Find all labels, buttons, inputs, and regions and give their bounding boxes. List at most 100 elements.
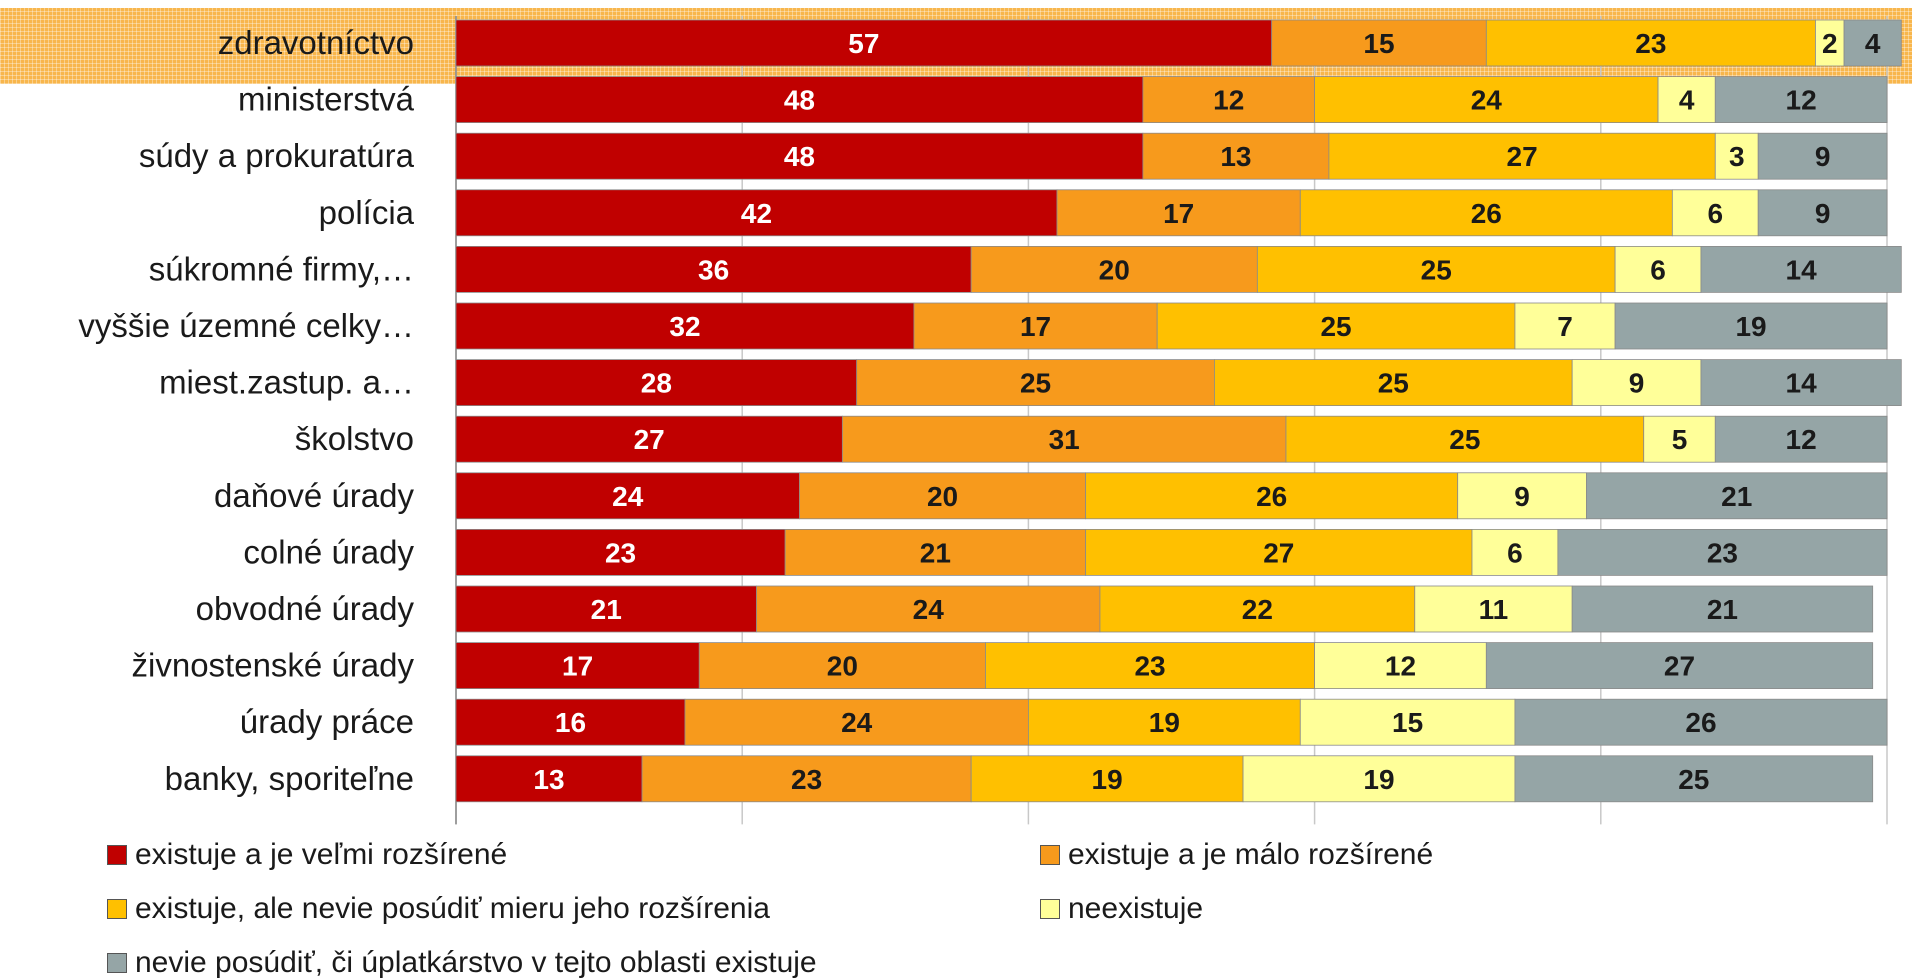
bar-segment [455, 415, 843, 463]
bar-segment [1485, 19, 1816, 67]
data-label: 24 [612, 481, 644, 512]
data-label: 23 [605, 537, 636, 568]
data-label: 24 [841, 707, 873, 738]
data-label: 25 [1020, 368, 1051, 399]
data-label: 6 [1707, 198, 1723, 229]
data-label: 5 [1672, 424, 1688, 455]
bar-segment [970, 245, 1258, 293]
data-label: 12 [1786, 424, 1817, 455]
category-label: živnostenské úrady [132, 647, 415, 684]
category-label: úrady práce [240, 703, 414, 740]
data-label: 14 [1786, 254, 1818, 285]
bar-segment [1557, 529, 1888, 576]
bar-segment [1843, 19, 1902, 67]
category-label: vyššie územné celky… [78, 307, 414, 344]
bar-segment [455, 359, 858, 407]
bar-segment [1643, 415, 1716, 463]
category-label: školstvo [295, 420, 414, 457]
category-label: súkromné firmy,… [149, 250, 414, 287]
data-label: 9 [1514, 481, 1530, 512]
bar-segment [1485, 642, 1874, 689]
data-label: 28 [641, 368, 672, 399]
data-label: 42 [741, 198, 772, 229]
category-label: miest.zastup. a… [159, 364, 414, 401]
bar-segment [641, 755, 972, 803]
bar-segment [1142, 132, 1330, 180]
data-label: 24 [1471, 85, 1503, 116]
bar-segment [1142, 76, 1316, 123]
data-label: 24 [913, 594, 945, 625]
data-label: 15 [1392, 707, 1423, 738]
category-label: daňové úrady [214, 477, 414, 514]
data-label: 19 [1363, 764, 1394, 795]
bar-segment [1757, 189, 1888, 237]
bar-segment [970, 755, 1244, 803]
bar-segment [1714, 76, 1888, 123]
data-label: 23 [1635, 28, 1666, 59]
data-label: 20 [927, 481, 958, 512]
bar-segment [1028, 698, 1301, 746]
data-label: 20 [1099, 254, 1130, 285]
data-label: 13 [533, 764, 564, 795]
bar-segment [1299, 698, 1516, 746]
bar-segment [1242, 755, 1516, 803]
data-label: 23 [1134, 651, 1165, 682]
data-label: 9 [1815, 198, 1831, 229]
bar-segment [756, 585, 1101, 633]
data-label: 27 [634, 424, 665, 455]
data-label: 27 [1664, 651, 1695, 682]
bar-segment [784, 529, 1087, 576]
bar-segment [1815, 19, 1845, 67]
bar-segment [1714, 132, 1759, 180]
data-label: 19 [1092, 764, 1123, 795]
data-label: 2 [1822, 28, 1838, 59]
data-label: 23 [1707, 537, 1738, 568]
data-label: 25 [1320, 311, 1351, 342]
data-label: 25 [1678, 764, 1709, 795]
data-label: 4 [1679, 85, 1695, 116]
data-label: 19 [1149, 707, 1180, 738]
data-label: 48 [784, 141, 815, 172]
data-label: 31 [1049, 424, 1080, 455]
bar-segment [1299, 189, 1673, 237]
data-label: 57 [848, 28, 879, 59]
data-label: 12 [1786, 85, 1817, 116]
bar-segment [1671, 189, 1759, 237]
data-label: 14 [1786, 368, 1818, 399]
data-label: 6 [1507, 537, 1523, 568]
data-label: 12 [1385, 651, 1416, 682]
bar-segment [1614, 245, 1702, 293]
data-label: 48 [784, 85, 815, 116]
bar-segment [985, 642, 1315, 689]
data-label: 23 [791, 764, 822, 795]
bar-segment [455, 642, 700, 689]
bar-segment [455, 698, 686, 746]
data-label: 26 [1685, 707, 1716, 738]
data-label: 36 [698, 254, 729, 285]
bar-segment [455, 755, 643, 803]
bar-segment [1571, 585, 1874, 633]
data-label: 12 [1213, 85, 1244, 116]
bar-segment [1085, 472, 1459, 520]
category-label: ministerstvá [238, 81, 415, 118]
bar-segment [1714, 415, 1888, 463]
data-label: 27 [1507, 141, 1538, 172]
bar-segment [1056, 189, 1301, 237]
data-label: 22 [1242, 594, 1273, 625]
bar-segment [841, 415, 1287, 463]
data-label: 13 [1220, 141, 1251, 172]
data-label: 21 [920, 537, 951, 568]
data-label: 25 [1421, 254, 1452, 285]
bar-segment [455, 19, 1273, 67]
bar-segment [1571, 359, 1702, 407]
bar-segment [1099, 585, 1416, 633]
bar-segment [1700, 245, 1902, 293]
category-label: obvodné úrady [196, 590, 415, 627]
bar-segment [1156, 302, 1516, 350]
data-label: 21 [1721, 481, 1752, 512]
data-label: 26 [1256, 481, 1287, 512]
bar-segment [1514, 698, 1888, 746]
bar-segment [1085, 529, 1473, 576]
